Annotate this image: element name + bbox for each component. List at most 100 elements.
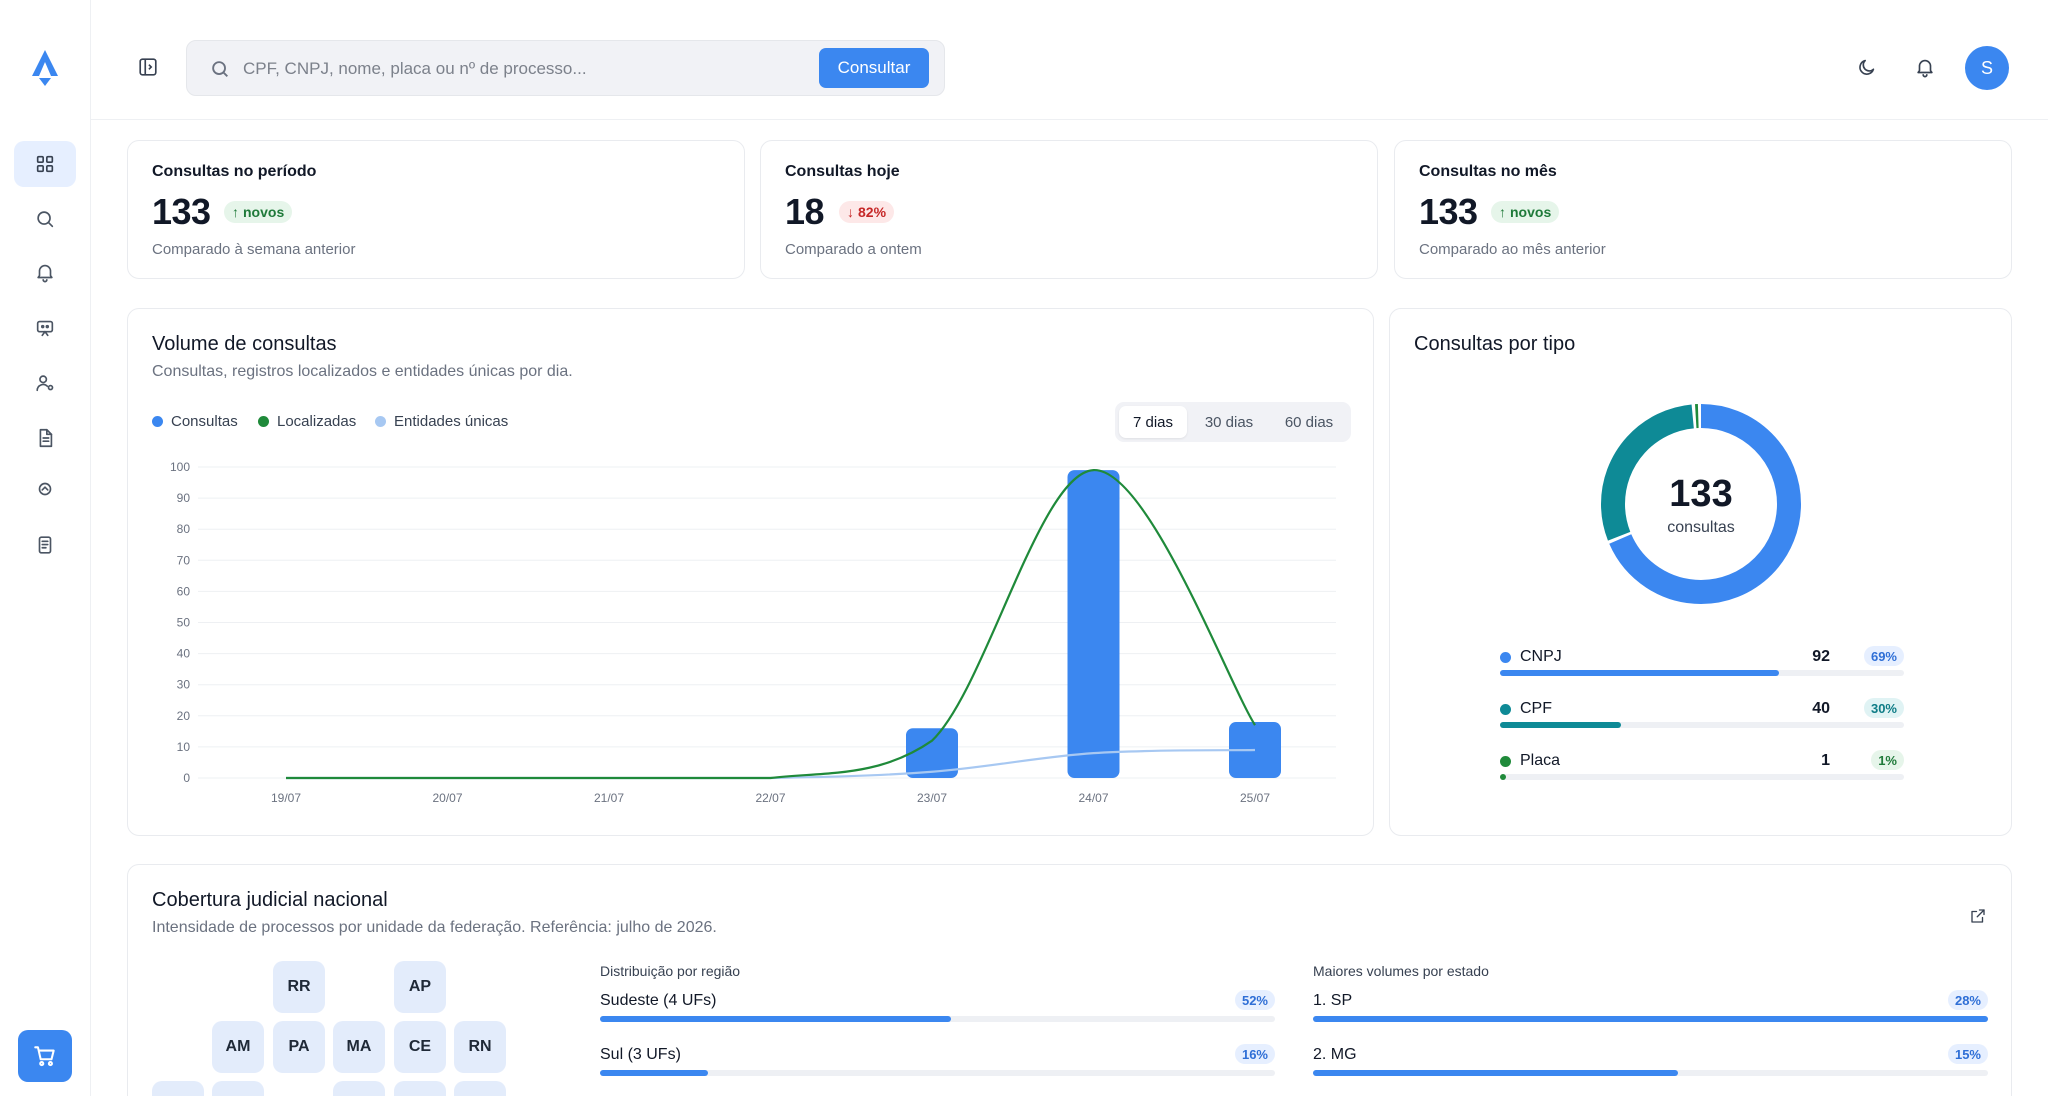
- region-progress-fill: [600, 1016, 951, 1022]
- region-pct-badge: 16%: [1234, 1044, 1275, 1064]
- stat-value: 18: [785, 191, 825, 232]
- range-7-days-button[interactable]: 7 dias: [1119, 406, 1187, 438]
- y-tick-label: 50: [177, 616, 191, 630]
- type-name: Placa: [1520, 752, 1561, 769]
- region-label: Sudeste (4 UFs): [600, 992, 717, 1009]
- stat-card-period: Consultas no período 133 ↑ novos Comparad…: [127, 140, 745, 279]
- sidebar-toggle-button[interactable]: [137, 56, 161, 80]
- type-progress-track: [1500, 774, 1904, 780]
- state-progress-fill: [1313, 1016, 1988, 1022]
- donut-slice: [1601, 404, 1801, 604]
- bar: [1067, 470, 1120, 778]
- volume-card: Volume de consultas Consultas, registros…: [127, 308, 1374, 836]
- type-progress-fill: [1500, 774, 1506, 780]
- state-pct-badge: 28%: [1947, 990, 1988, 1010]
- bell-icon: [37, 264, 53, 283]
- range-60-days-button[interactable]: 60 dias: [1284, 413, 1334, 431]
- notifications-button[interactable]: [1914, 56, 1938, 80]
- type-progress-track: [1500, 670, 1904, 676]
- uf-tile[interactable]: [212, 1081, 264, 1096]
- legend-item-entidades: Entidades únicas: [375, 413, 508, 430]
- topbar: Consultar S: [91, 0, 2048, 120]
- legend-label: Localizadas: [277, 413, 357, 430]
- sidebar-item-logs[interactable]: [14, 522, 76, 568]
- file-document-icon: [39, 428, 53, 448]
- search-input[interactable]: [243, 51, 783, 87]
- range-30-days-button[interactable]: 30 dias: [1204, 413, 1254, 431]
- moon-icon: [1859, 59, 1875, 75]
- regions-title: Distribuição por região: [600, 963, 741, 979]
- type-pct-badge: 1%: [1871, 750, 1904, 770]
- x-tick-label: 22/07: [755, 791, 785, 805]
- legend-item-consultas: Consultas: [152, 413, 238, 430]
- type-pct-badge: 69%: [1863, 646, 1904, 666]
- y-tick-label: 30: [177, 678, 191, 692]
- uf-tile[interactable]: [152, 1081, 204, 1096]
- shield-icon: [38, 482, 52, 496]
- type-name: CNPJ: [1520, 648, 1562, 665]
- coverage-card: Cobertura judicial nacional Intensidade …: [127, 864, 2012, 1096]
- uf-tile-rn[interactable]: RN: [454, 1021, 506, 1073]
- type-count: 1: [1821, 752, 1830, 769]
- bell-icon: [1917, 59, 1933, 78]
- app-logo-icon[interactable]: [28, 48, 62, 88]
- open-external-button[interactable]: [1969, 907, 1987, 925]
- legend-label: Consultas: [171, 413, 238, 430]
- sidebar-item-dashboard[interactable]: [14, 141, 76, 187]
- types-title: Consultas por tipo: [1414, 333, 1576, 355]
- sidebar-item-reports[interactable]: [14, 415, 76, 461]
- stat-title: Consultas no período: [152, 163, 317, 180]
- uf-tile-pa[interactable]: PA: [273, 1021, 325, 1073]
- grid-icon: [36, 155, 54, 173]
- legend-label: Entidades únicas: [394, 413, 509, 430]
- uf-tile-ma[interactable]: MA: [333, 1021, 385, 1073]
- sidebar-item-users[interactable]: [14, 360, 76, 406]
- sidebar-item-search[interactable]: [14, 196, 76, 242]
- search-box: Consultar: [186, 40, 945, 96]
- type-name: CPF: [1520, 700, 1552, 717]
- sidebar-item-alerts[interactable]: [14, 249, 76, 295]
- type-count: 92: [1812, 648, 1830, 665]
- shopping-cart-icon: [34, 1046, 55, 1067]
- user-avatar[interactable]: S: [1965, 46, 2009, 90]
- y-tick-label: 60: [177, 584, 191, 598]
- type-pct-badge: 30%: [1863, 698, 1904, 718]
- cart-button[interactable]: [18, 1030, 72, 1082]
- clipboard-list-icon: [38, 536, 52, 554]
- uf-tile-ce[interactable]: CE: [394, 1021, 446, 1073]
- uf-tile-ap[interactable]: AP: [394, 961, 446, 1013]
- sidebar-item-monitor[interactable]: [14, 305, 76, 351]
- uf-tile[interactable]: [454, 1081, 506, 1096]
- coverage-subtitle: Intensidade de processos por unidade da …: [152, 919, 717, 936]
- uf-tile[interactable]: [333, 1081, 385, 1096]
- search-icon: [37, 211, 54, 228]
- state-progress-track: [1313, 1016, 1988, 1022]
- region-progress-fill: [600, 1070, 708, 1076]
- region-label: Sul (3 UFs): [600, 1046, 681, 1063]
- type-progress-fill: [1500, 722, 1622, 728]
- type-progress-fill: [1500, 670, 1779, 676]
- uf-tile-am[interactable]: AM: [212, 1021, 264, 1073]
- stat-card-month: Consultas no mês 133 ↑ novos Comparado ao…: [1394, 140, 2012, 279]
- state-progress-fill: [1313, 1070, 1678, 1076]
- uf-tile[interactable]: [394, 1081, 446, 1096]
- region-progress-track: [600, 1070, 1275, 1076]
- trend-badge-label: novos: [243, 204, 285, 220]
- search-button[interactable]: Consultar: [819, 48, 929, 88]
- y-tick-label: 10: [177, 740, 191, 754]
- uf-tile-rr[interactable]: RR: [273, 961, 325, 1013]
- stat-title: Consultas hoje: [785, 163, 900, 180]
- x-tick-label: 21/07: [594, 791, 624, 805]
- theme-toggle-button[interactable]: [1856, 56, 1880, 80]
- y-tick-label: 20: [177, 709, 191, 723]
- y-tick-label: 90: [177, 491, 191, 505]
- coverage-title: Cobertura judicial nacional: [152, 889, 388, 911]
- presentation-icon: [36, 320, 54, 337]
- volume-title: Volume de consultas: [152, 333, 337, 355]
- region-progress-track: [600, 1016, 1275, 1022]
- sidebar-item-integrations[interactable]: [14, 466, 76, 512]
- y-tick-label: 40: [177, 647, 191, 661]
- panel-toggle-icon: [139, 58, 157, 76]
- stat-subtitle: Comparado à semana anterior: [152, 241, 356, 258]
- x-tick-label: 19/07: [271, 791, 301, 805]
